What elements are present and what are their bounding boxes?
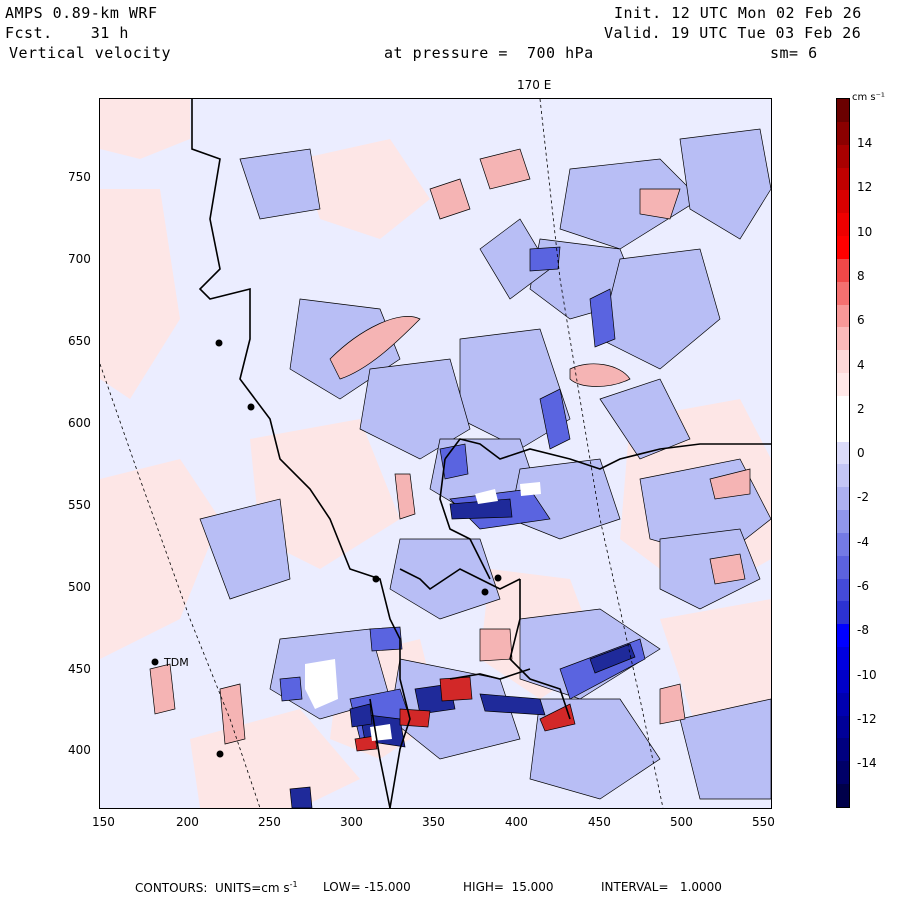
x-tick: 300 bbox=[340, 815, 363, 829]
forecast-hour: Fcst. 31 h bbox=[5, 24, 129, 42]
x-tick: 450 bbox=[588, 815, 611, 829]
colorbar-segment bbox=[837, 532, 849, 557]
colorbar-segment bbox=[837, 487, 849, 511]
colorbar-segment bbox=[837, 213, 849, 237]
colorbar bbox=[836, 98, 850, 808]
colorbar-segment bbox=[837, 738, 849, 762]
footer-interval: INTERVAL= 1.0000 bbox=[601, 880, 722, 894]
colorbar-segment bbox=[837, 578, 849, 602]
y-tick: 400 bbox=[68, 743, 91, 757]
map-svg: TDM bbox=[100, 99, 771, 808]
colorbar-unit: cm s⁻¹ bbox=[852, 92, 885, 103]
colorbar-tick-label: 2 bbox=[857, 401, 865, 416]
colorbar-tick-label: 12 bbox=[857, 180, 873, 195]
colorbar-tick-label: 8 bbox=[857, 268, 865, 283]
y-tick: 450 bbox=[68, 662, 91, 676]
init-time: Init. 12 UTC Mon 02 Feb 26 bbox=[614, 4, 862, 22]
meridian-label: 170 E bbox=[517, 78, 552, 92]
colorbar-segment bbox=[837, 624, 849, 648]
colorbar-segment bbox=[837, 715, 849, 739]
graticule bbox=[100, 99, 664, 808]
model-title: AMPS 0.89-km WRF bbox=[5, 4, 158, 22]
colorbar-tick-label: 4 bbox=[857, 357, 865, 372]
colorbar-segment bbox=[837, 761, 849, 785]
smoothing: sm= 6 bbox=[770, 44, 818, 62]
colorbar-segment bbox=[837, 464, 849, 488]
colorbar-tick-label: 6 bbox=[857, 313, 865, 328]
colorbar-segment bbox=[837, 190, 849, 214]
y-tick: 650 bbox=[68, 334, 91, 348]
colorbar-tick-label: -4 bbox=[857, 534, 869, 549]
y-tick: 600 bbox=[68, 416, 91, 430]
footer-units-exp: -1 bbox=[289, 880, 298, 889]
colorbar-segment bbox=[837, 281, 849, 306]
x-tick: 250 bbox=[258, 815, 281, 829]
x-tick: 200 bbox=[176, 815, 199, 829]
station-label-tdm: TDM bbox=[163, 656, 189, 669]
colorbar-segment bbox=[837, 99, 849, 123]
x-tick: 400 bbox=[505, 815, 528, 829]
x-tick: 150 bbox=[92, 815, 115, 829]
colorbar-tick-label: -8 bbox=[857, 623, 869, 638]
y-tick: 550 bbox=[68, 498, 91, 512]
colorbar-segment bbox=[837, 647, 849, 671]
field-name: Vertical velocity bbox=[9, 44, 172, 62]
colorbar-tick-label: -6 bbox=[857, 579, 869, 593]
footer-units: CONTOURS: UNITS=cm s bbox=[135, 881, 290, 895]
colorbar-segment bbox=[837, 601, 849, 625]
station-markers bbox=[151, 339, 502, 758]
colorbar-segment bbox=[837, 441, 849, 465]
coastline bbox=[191, 99, 771, 808]
colorbar-tick-label: 10 bbox=[857, 224, 873, 239]
updraft-streaks bbox=[149, 148, 751, 745]
y-tick: 750 bbox=[68, 170, 91, 184]
y-tick: 700 bbox=[68, 252, 91, 266]
footer-contours: CONTOURS: UNITS=cm s-1 bbox=[135, 880, 298, 895]
colorbar-tick-label: 0 bbox=[857, 446, 865, 461]
colorbar-segment bbox=[837, 327, 849, 351]
colorbar-segment bbox=[837, 236, 849, 260]
colorbar-segment bbox=[837, 395, 849, 420]
colorbar-tick-label: 14 bbox=[857, 136, 873, 150]
colorbar-segment bbox=[837, 121, 849, 146]
colorbar-tick-label: -12 bbox=[857, 711, 877, 726]
colorbar-segment bbox=[837, 692, 849, 717]
colorbar-segment bbox=[837, 350, 849, 374]
vertical-velocity-map: TDM bbox=[99, 98, 772, 809]
colorbar-segment bbox=[837, 510, 849, 534]
colorbar-segment bbox=[837, 555, 849, 580]
colorbar-tick-label: -2 bbox=[857, 490, 869, 505]
pressure-level: at pressure = 700 hPa bbox=[384, 44, 594, 62]
colorbar-segment bbox=[837, 258, 849, 283]
colorbar-segment bbox=[837, 167, 849, 191]
colorbar-tick-label: -14 bbox=[857, 756, 877, 771]
colorbar-segment bbox=[837, 418, 849, 443]
footer-high: HIGH= 15.000 bbox=[463, 880, 554, 894]
strong-updraft-cores bbox=[354, 676, 576, 752]
colorbar-tick-label: -10 bbox=[857, 667, 877, 682]
colorbar-segment bbox=[837, 304, 849, 328]
valid-time: Valid. 19 UTC Tue 03 Feb 26 bbox=[604, 24, 862, 42]
colorbar-segment bbox=[837, 669, 849, 694]
colorbar-segment bbox=[837, 373, 849, 397]
y-tick: 500 bbox=[68, 580, 91, 594]
x-tick: 500 bbox=[670, 815, 693, 829]
footer-low: LOW= -15.000 bbox=[323, 880, 411, 894]
x-tick: 550 bbox=[752, 815, 775, 829]
colorbar-segment bbox=[837, 784, 849, 808]
x-tick: 350 bbox=[422, 815, 445, 829]
colorbar-segment bbox=[837, 144, 849, 168]
